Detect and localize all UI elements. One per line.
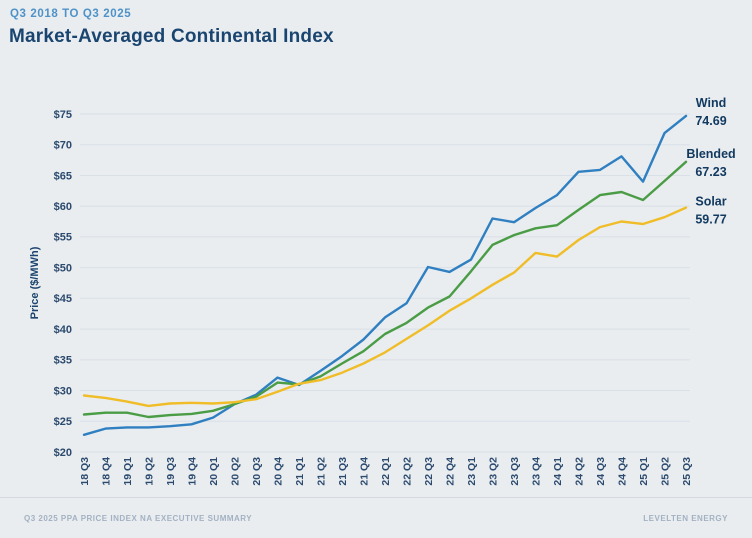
x-tick-label: 22 Q2 bbox=[402, 457, 414, 486]
series-end-value-blended: 67.23 bbox=[695, 165, 726, 179]
x-tick-label: 22 Q1 bbox=[380, 457, 392, 486]
x-tick-label: 22 Q3 bbox=[423, 457, 435, 486]
x-tick-label: 23 Q4 bbox=[531, 457, 543, 486]
x-tick-label: 23 Q3 bbox=[509, 457, 521, 486]
x-tick-label: 25 Q2 bbox=[660, 457, 672, 486]
y-tick-label: $45 bbox=[54, 293, 72, 305]
y-tick-label: $55 bbox=[54, 232, 72, 244]
x-tick-label: 24 Q4 bbox=[617, 457, 629, 486]
solar-line bbox=[82, 206, 688, 408]
x-tick-label: 21 Q4 bbox=[359, 457, 371, 486]
x-tick-label: 21 Q1 bbox=[294, 457, 306, 486]
x-tick-label: 18 Q3 bbox=[79, 457, 91, 486]
y-tick-label: $75 bbox=[54, 109, 72, 121]
x-tick-labels: 18 Q3 18 Q4 19 Q1 19 Q2 19 Q3 19 Q4 20 Q1 20 Q2… bbox=[79, 457, 693, 486]
y-tick-labels: $20 $25 $30 $35 $40 $45 $50 $55 $60 $65 $70 $75 bbox=[54, 109, 72, 459]
x-tick-label: 23 Q1 bbox=[466, 457, 478, 486]
series-end-label-blended: Blended bbox=[686, 147, 735, 161]
x-tick-label: 25 Q1 bbox=[638, 457, 650, 486]
y-tick-label: $30 bbox=[54, 385, 72, 397]
y-tick-label: $60 bbox=[54, 201, 72, 213]
y-tick-label: $40 bbox=[54, 324, 72, 336]
x-tick-label: 24 Q1 bbox=[552, 457, 564, 486]
x-tick-label: 24 Q3 bbox=[595, 457, 607, 486]
y-tick-label: $25 bbox=[54, 416, 72, 428]
x-tick-label: 19 Q4 bbox=[187, 457, 199, 486]
series-end-label-solar: Solar bbox=[695, 195, 726, 209]
x-tick-label: 20 Q1 bbox=[208, 457, 220, 486]
footer-divider bbox=[0, 497, 752, 498]
x-tick-label: 20 Q3 bbox=[251, 457, 263, 486]
page-title: Market-Averaged Continental Index bbox=[9, 26, 334, 47]
y-grid bbox=[80, 113, 690, 453]
y-tick-label: $50 bbox=[54, 262, 72, 274]
footer-report-name: Q3 2025 PPA PRICE INDEX NA EXECUTIVE SUM… bbox=[24, 514, 253, 523]
y-tick-label: $65 bbox=[54, 170, 72, 182]
x-tick-label: 18 Q4 bbox=[101, 457, 113, 486]
x-tick-label: 25 Q3 bbox=[681, 457, 693, 486]
x-tick-label: 19 Q3 bbox=[165, 457, 177, 486]
x-tick-label: 20 Q4 bbox=[273, 457, 285, 486]
series-end-label-wind: Wind bbox=[696, 96, 726, 110]
series-end-value-solar: 59.77 bbox=[695, 213, 726, 227]
wind-line bbox=[82, 114, 688, 436]
footer-brand: LEVELTEN ENERGY bbox=[643, 514, 728, 523]
y-tick-label: $20 bbox=[54, 447, 72, 459]
y-tick-label: $35 bbox=[54, 355, 72, 367]
x-tick-label: 23 Q2 bbox=[488, 457, 500, 486]
x-tick-label: 21 Q2 bbox=[316, 457, 328, 486]
x-tick-label: 19 Q1 bbox=[122, 457, 134, 486]
x-tick-label: 19 Q2 bbox=[144, 457, 156, 486]
x-tick-label: 20 Q2 bbox=[230, 457, 242, 486]
x-tick-label: 22 Q4 bbox=[445, 457, 457, 486]
x-tick-label: 24 Q2 bbox=[574, 457, 586, 486]
series-end-value-wind: 74.69 bbox=[695, 114, 726, 128]
x-tick-label: 21 Q3 bbox=[337, 457, 349, 486]
y-tick-label: $70 bbox=[54, 140, 72, 152]
y-axis-title: Price ($/MWh) bbox=[29, 246, 41, 319]
report-date-range: Q3 2018 TO Q3 2025 bbox=[10, 8, 132, 20]
blended-line bbox=[82, 160, 688, 419]
